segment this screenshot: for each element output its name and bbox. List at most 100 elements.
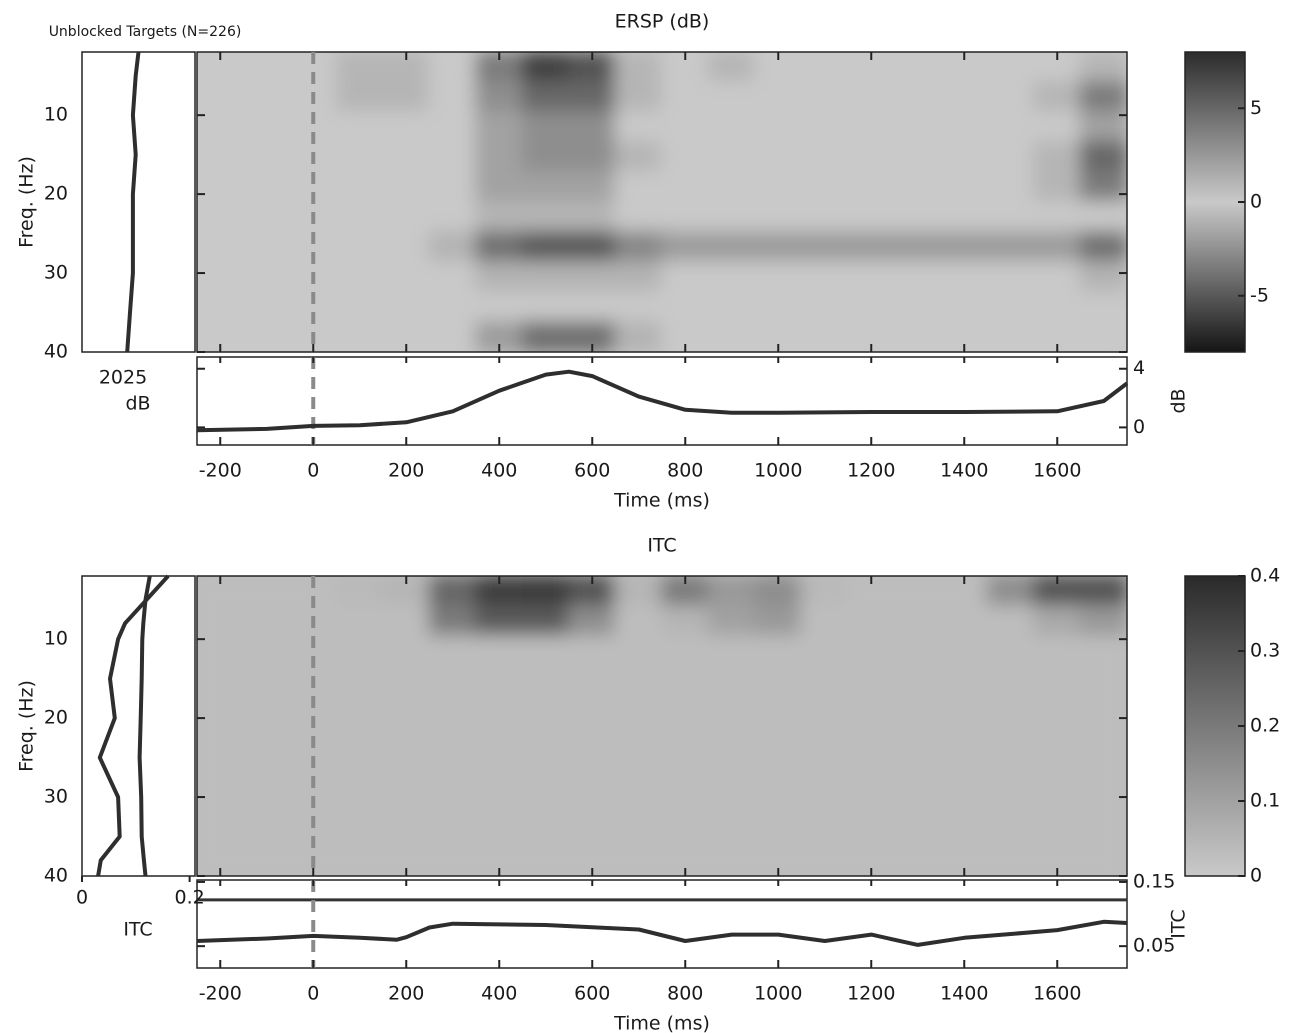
heatmap-cell (986, 755, 1035, 787)
heatmap-cell (568, 201, 617, 233)
heatmap-cell (940, 665, 989, 697)
heatmap-cell (986, 261, 1035, 293)
heatmap-cell (893, 605, 942, 637)
heatmap-cell (197, 261, 245, 293)
heatmap-cell (382, 81, 431, 113)
colorbar (1184, 51, 1246, 353)
heatmap-cell (475, 605, 524, 637)
heatmap-cell (893, 845, 942, 876)
heatmap-cell (335, 665, 384, 697)
heatmap-cell (428, 111, 477, 143)
heatmap-cell (568, 81, 617, 113)
heatmap-cell (800, 785, 849, 817)
heatmap-cell (568, 815, 617, 847)
heatmap-cell (521, 576, 570, 607)
heatmap-cell (475, 695, 524, 727)
heatmap-cell (568, 695, 617, 727)
heatmap-cell (893, 635, 942, 667)
colorbar-tick-label: 0 (1250, 191, 1262, 213)
heatmap-cell (242, 785, 291, 817)
panel-title: ITC (647, 535, 676, 557)
heatmap-cell (382, 291, 431, 323)
time-course-line (196, 369, 1129, 433)
heatmap-cell (754, 171, 803, 203)
heatmap-cell (614, 52, 663, 83)
x-tick-label: 600 (574, 983, 610, 1005)
heatmap-cell (940, 785, 989, 817)
heatmap-cell (614, 665, 663, 697)
heatmap-cell (1079, 605, 1127, 637)
heatmap-cell (521, 111, 570, 143)
heatmap-cell (1033, 171, 1082, 203)
panel-title: ERSP (dB) (615, 11, 710, 33)
heatmap-cells (197, 52, 1127, 352)
heatmap-cell (521, 755, 570, 787)
heatmap-cell (1033, 605, 1082, 637)
x-tick-label: 200 (388, 460, 424, 482)
heatmap-cell (335, 635, 384, 667)
heatmap-cell (707, 141, 756, 173)
heatmap-cell (242, 231, 291, 263)
heatmap-cell (847, 665, 896, 697)
heatmap-cell (986, 111, 1035, 143)
y-axis-label: Freq. (Hz) (16, 680, 38, 772)
heatmap-cell (242, 111, 291, 143)
heatmap-cell (335, 845, 384, 876)
y-tick-label: 10 (44, 104, 68, 126)
heatmap-cell (197, 605, 245, 637)
heatmap-cell (707, 605, 756, 637)
heatmap-cell (754, 755, 803, 787)
heatmap-cell (707, 845, 756, 876)
heatmap-cell (1079, 695, 1127, 727)
heatmap-cell (1079, 231, 1127, 263)
heatmap-cell (475, 171, 524, 203)
heatmap-cell (1033, 231, 1082, 263)
heatmap-cell (986, 291, 1035, 323)
colorbar-tick-label: 0 (1250, 865, 1262, 887)
heatmap-cells (197, 576, 1127, 876)
heatmap-cell (475, 141, 524, 173)
heatmap-cell (382, 261, 431, 293)
heatmap-cell (847, 695, 896, 727)
heatmap-cell (242, 261, 291, 293)
heatmap-cell (475, 725, 524, 757)
heatmap-cell (661, 635, 710, 667)
heatmap-cell (893, 695, 942, 727)
heatmap-cell (475, 231, 524, 263)
heatmap-cell (614, 605, 663, 637)
heatmap-cell (800, 201, 849, 233)
colorbar-tick-label: 0.3 (1250, 640, 1280, 662)
heatmap-cell (197, 725, 245, 757)
baseline-unit: dB (125, 393, 150, 415)
heatmap-cell (940, 201, 989, 233)
heatmap-cell (893, 52, 942, 83)
heatmap-cell (428, 261, 477, 293)
heatmap-cell (661, 725, 710, 757)
heatmap-cell (335, 81, 384, 113)
heatmap-cell (940, 695, 989, 727)
heatmap-cell (754, 261, 803, 293)
heatmap-cell (428, 665, 477, 697)
x-tick-label: 400 (481, 983, 517, 1005)
heatmap-cell (661, 231, 710, 263)
heatmap-cell (475, 785, 524, 817)
heatmap-cell (707, 171, 756, 203)
heatmap-cell (1033, 725, 1082, 757)
heatmap-cell (428, 815, 477, 847)
heatmap-cell (800, 171, 849, 203)
x-tick-label: -200 (199, 460, 242, 482)
y-axis-label: ITC (1168, 909, 1190, 938)
heatmap-cell (521, 635, 570, 667)
heatmap-cell (754, 141, 803, 173)
heatmap-cell (242, 695, 291, 727)
heatmap-cell (940, 111, 989, 143)
heatmap-cell (754, 695, 803, 727)
heatmap-cell (335, 755, 384, 787)
heatmap-cell (893, 141, 942, 173)
heatmap-cell (940, 725, 989, 757)
heatmap-cell (521, 291, 570, 323)
heatmap-cell (1079, 261, 1127, 293)
heatmap-cell (1079, 141, 1127, 173)
heatmap-cell (242, 81, 291, 113)
